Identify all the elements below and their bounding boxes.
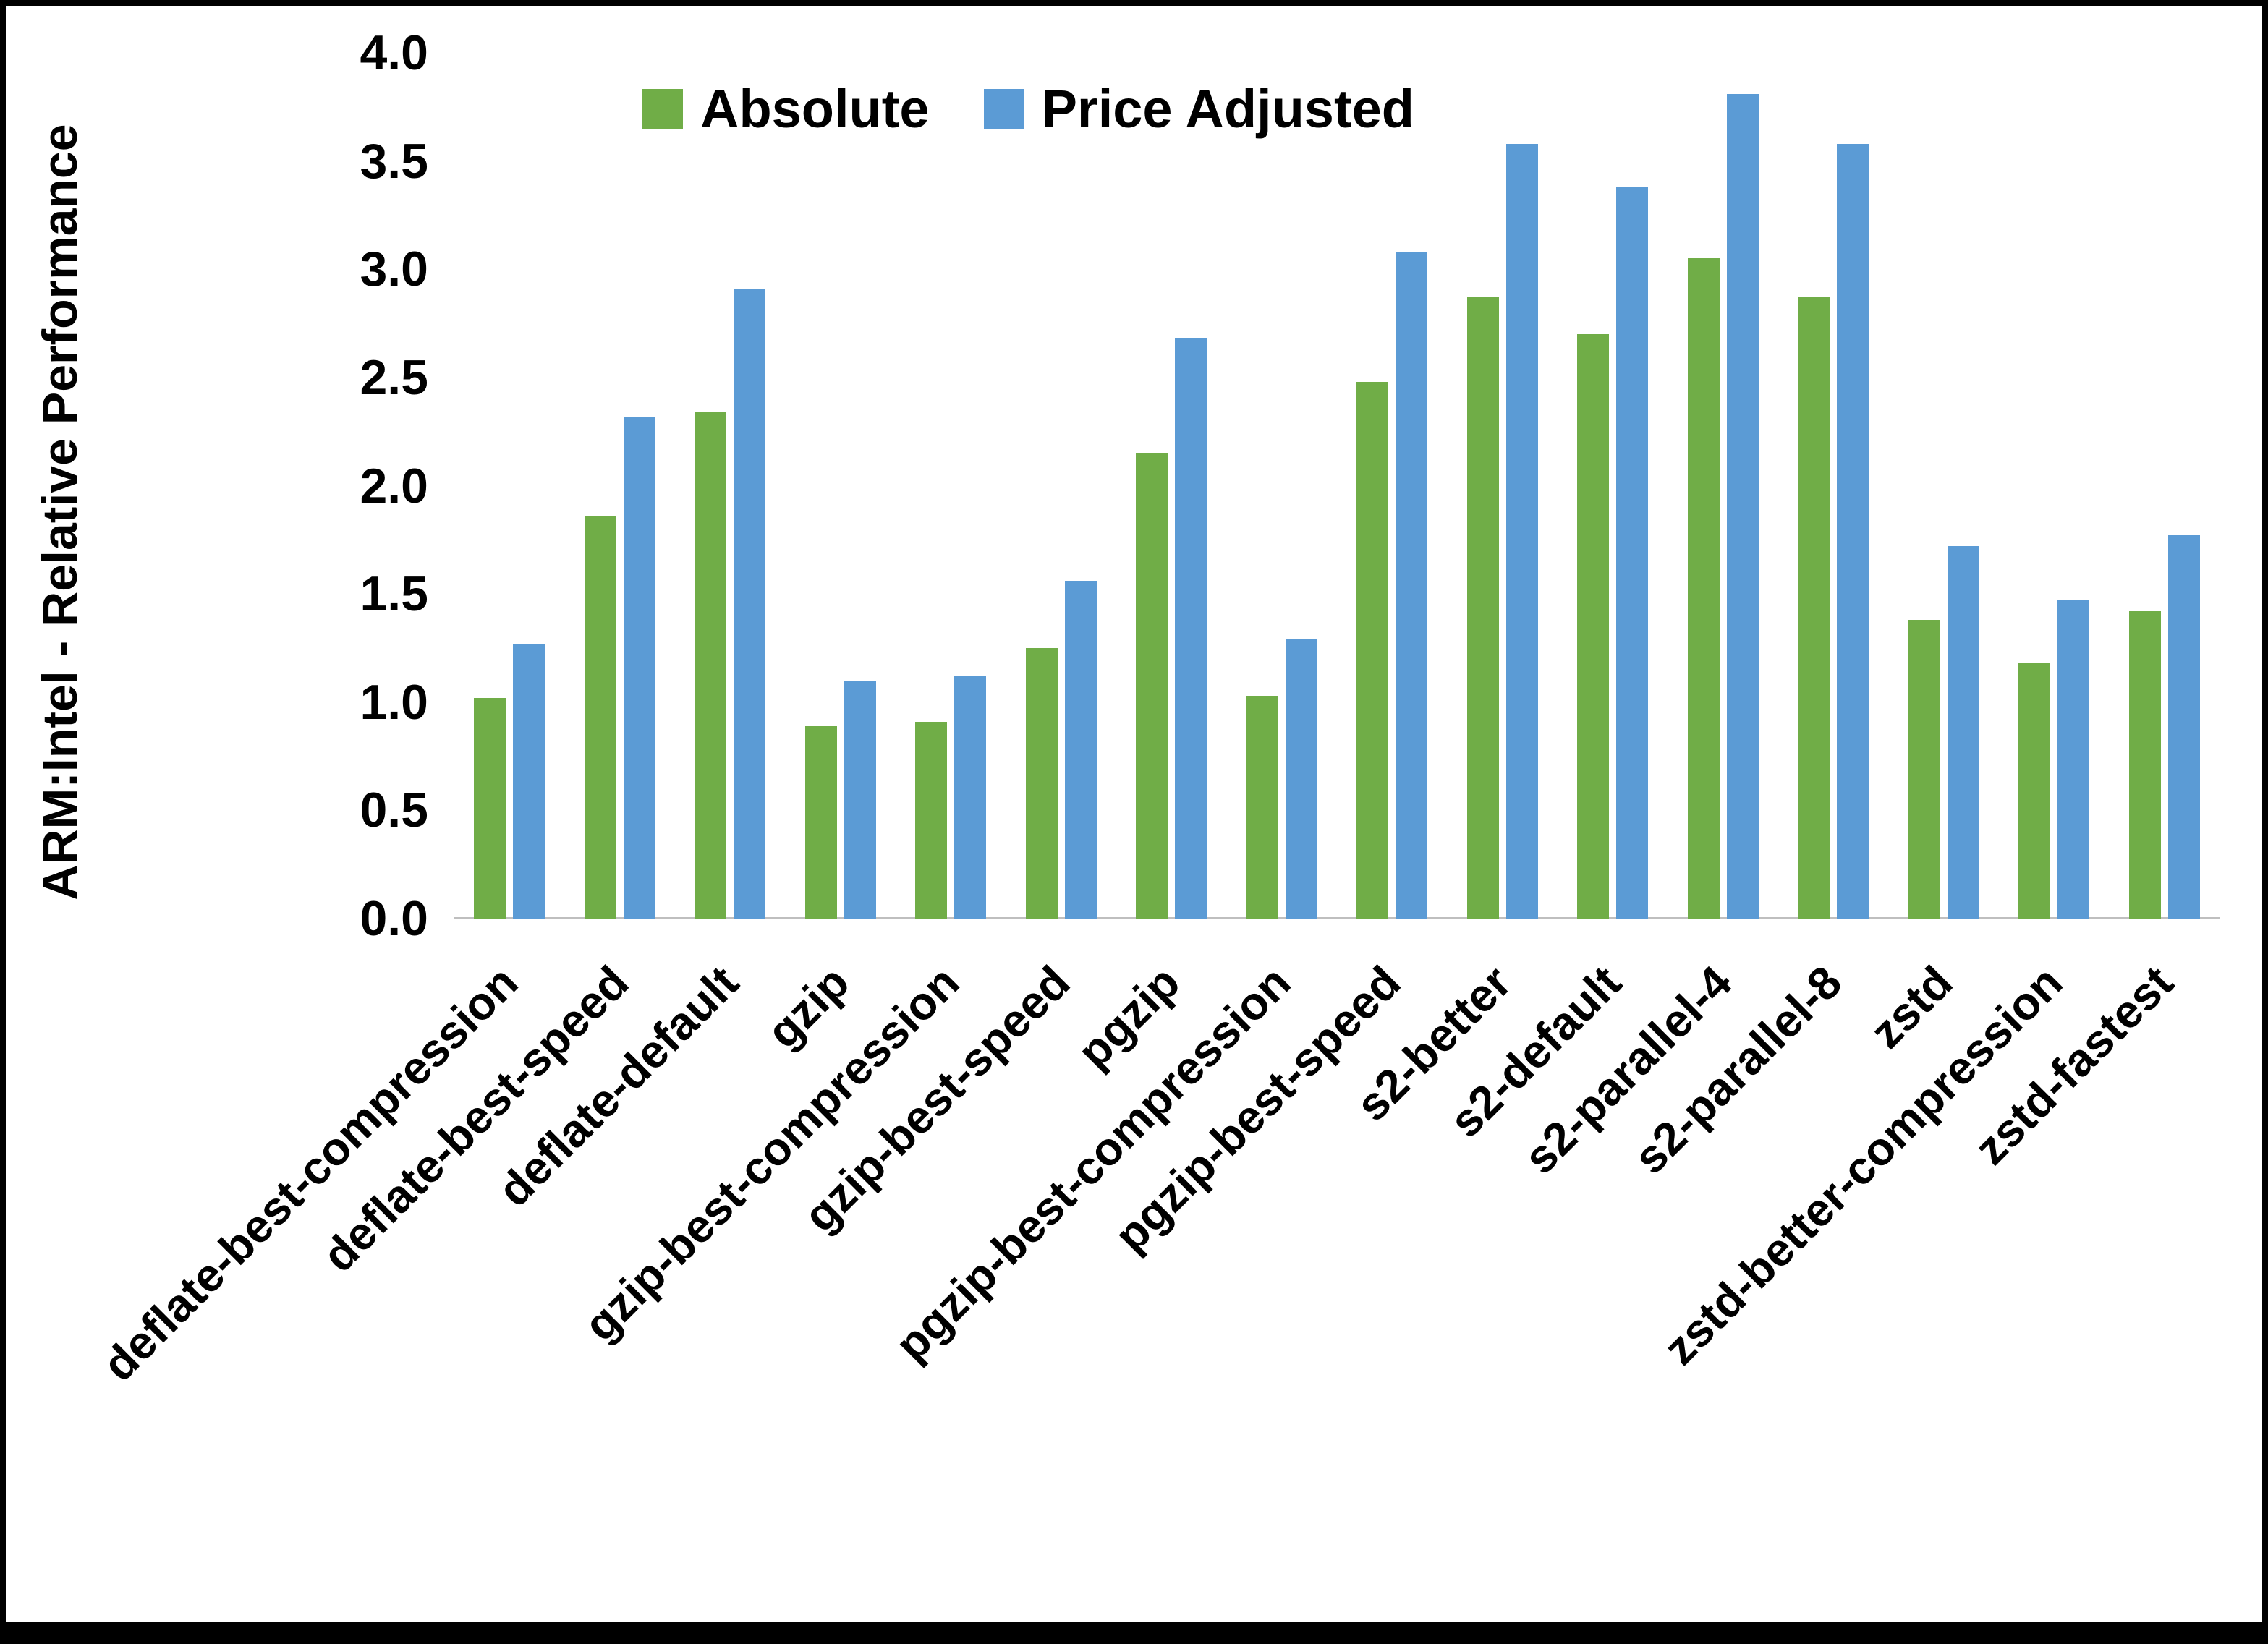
y-axis-tick-label: 4.0 [360,25,428,80]
legend-swatch-icon [642,88,683,129]
bar-price-adjusted [1947,546,1979,919]
bar-absolute [1908,620,1940,919]
legend-label: Price Adjusted [1041,79,1414,139]
bar-price-adjusted [1064,581,1097,919]
bar-absolute [1246,695,1278,919]
bar-price-adjusted [1505,143,1538,919]
bar-price-adjusted [1726,93,1759,919]
bar-price-adjusted [1616,187,1649,919]
bar-price-adjusted [513,643,545,919]
y-axis-title: ARM:Intel - Relative Performance [33,124,88,900]
bar-absolute [1687,258,1720,919]
bar-price-adjusted [1396,252,1428,919]
legend-swatch-icon [983,88,1024,129]
bar-absolute [1025,647,1058,919]
bar-absolute [695,412,727,919]
bar-price-adjusted [1285,639,1317,919]
bar-price-adjusted [1837,143,1869,919]
bar-price-adjusted [623,416,655,919]
y-axis-tick-label: 2.5 [360,349,428,405]
legend: Absolute Price Adjusted [642,78,1414,140]
x-axis-line [454,917,2220,919]
bar-absolute [2018,663,2051,919]
bar-absolute [1466,297,1499,919]
legend-label: Absolute [700,79,930,139]
y-axis-tick-label: 2.0 [360,458,428,514]
y-axis-tick-label: 0.5 [360,783,428,838]
y-axis-tick-label: 3.5 [360,133,428,189]
bar-absolute [1577,334,1610,919]
bar-absolute [1136,453,1168,919]
bar-absolute [2128,611,2161,919]
bar-price-adjusted [844,680,876,919]
bar-price-adjusted [1175,338,1207,919]
bar-absolute [1798,297,1830,919]
y-axis-tick-label: 0.0 [360,891,428,946]
bar-absolute [804,725,837,919]
bar-price-adjusted [2057,600,2090,919]
bar-absolute [1356,381,1389,919]
bar-price-adjusted [954,676,987,919]
bar-price-adjusted [2167,535,2200,919]
legend-item-absolute: Absolute [642,78,930,140]
bar-absolute [915,721,948,919]
y-axis-tick-label: 3.0 [360,242,428,297]
bar-absolute [584,516,616,919]
y-axis-tick-label: 1.5 [360,566,428,622]
bar-absolute [474,697,506,919]
y-axis-tick-label: 1.0 [360,674,428,730]
legend-item-price-adjusted: Price Adjusted [983,78,1414,140]
bar-price-adjusted [734,289,766,919]
